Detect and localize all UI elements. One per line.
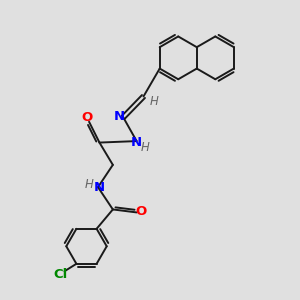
Text: N: N [94,181,105,194]
Text: N: N [131,136,142,149]
Text: H: H [85,178,94,191]
Text: H: H [140,141,149,154]
Text: N: N [114,110,125,123]
Text: O: O [81,111,92,124]
Text: H: H [150,95,159,108]
Text: Cl: Cl [53,268,67,281]
Text: O: O [136,205,147,218]
